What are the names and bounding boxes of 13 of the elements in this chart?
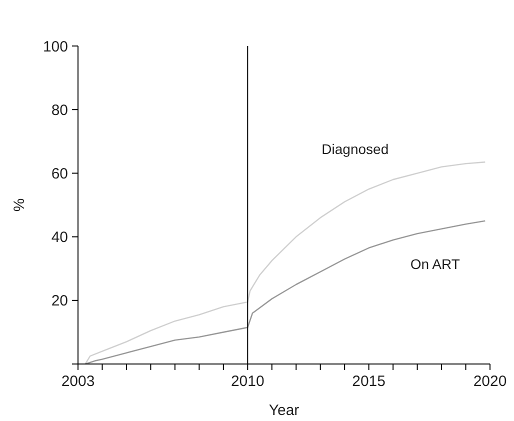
y-tick-label: 60 xyxy=(51,165,68,182)
y-tick-label: 40 xyxy=(51,229,68,246)
series-label: On ART xyxy=(410,256,460,272)
y-tick-label: 80 xyxy=(51,102,68,119)
x-tick-label: 2010 xyxy=(230,373,264,390)
x-tick-label: 2020 xyxy=(473,373,507,390)
x-tick-label: 2015 xyxy=(352,373,386,390)
y-tick-label: 20 xyxy=(51,292,68,310)
y-tick-label: 100 xyxy=(42,38,68,56)
x-axis-title: Year xyxy=(268,402,300,419)
x-tick-label: 2003 xyxy=(61,373,95,390)
y-axis-title: % xyxy=(11,198,28,212)
series-label: Diagnosed xyxy=(322,141,389,158)
